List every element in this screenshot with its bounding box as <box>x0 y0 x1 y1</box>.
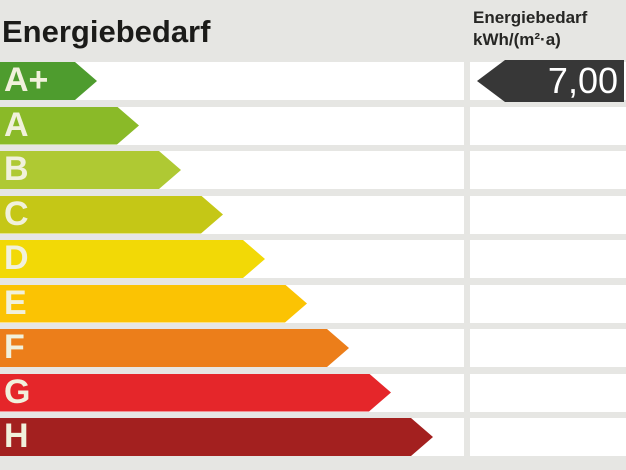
scale-row-c: C <box>0 196 626 234</box>
scale-letter-g: G <box>4 372 31 411</box>
scale-letter-e: E <box>4 283 27 322</box>
value-text: 7,00 <box>547 60 618 101</box>
scale-row-e: E <box>0 285 626 323</box>
scale-cell-h: H <box>0 418 464 456</box>
unit-header-line1: Energiebedarf <box>473 8 588 27</box>
unit-header-line2: kWh/(m²·a) <box>473 30 561 49</box>
scale-letter-c: C <box>4 194 29 233</box>
scale-arrow-a-plus: A+ <box>0 62 97 100</box>
scale-letter-h: H <box>4 417 29 455</box>
scale-arrow-c: C <box>0 196 223 234</box>
value-cell-c <box>470 195 626 234</box>
value-cell-e <box>470 284 626 323</box>
scale-letter-b: B <box>4 150 29 188</box>
value-cell-a-plus: 7,00 <box>470 60 626 102</box>
scale-row-a: A <box>0 107 626 145</box>
scale-letter-a-plus: A+ <box>4 61 49 99</box>
scale-row-b: B <box>0 151 626 189</box>
scale-arrow-d: D <box>0 240 265 278</box>
scale-cell-a: A <box>0 107 464 145</box>
scale-cell-b: B <box>0 151 464 189</box>
scale-row-h: H <box>0 418 626 456</box>
scale-cell-e: E <box>0 285 464 323</box>
value-cell-b <box>470 151 626 189</box>
unit-header: Energiebedarf kWh/(m²·a) <box>473 7 587 51</box>
scale-cell-g: G <box>0 374 464 412</box>
scale-letter-f: F <box>4 328 25 366</box>
value-cell-g <box>470 373 626 412</box>
value-cell-h <box>470 418 626 456</box>
scale-row-a-plus: A+ 7,00 <box>0 60 626 102</box>
scale-arrow-g: G <box>0 374 391 412</box>
value-cell-f <box>470 329 626 367</box>
scale-cell-f: F <box>0 329 464 367</box>
scale-cell-a-plus: A+ <box>0 62 464 100</box>
scale-arrow-f: F <box>0 329 349 367</box>
page-title: Energiebedarf <box>2 14 211 49</box>
scale-cell-d: D <box>0 240 464 278</box>
scale-cell-c: C <box>0 196 464 234</box>
value-cell-d <box>470 240 626 278</box>
scale-row-g: G <box>0 374 626 412</box>
scale-arrow-a: A <box>0 107 139 145</box>
value-cell-a <box>470 106 626 145</box>
scale-arrow-e: E <box>0 285 307 323</box>
scale-letter-a: A <box>4 105 29 144</box>
scale-row-f: F <box>0 329 626 367</box>
scale-arrow-b: B <box>0 151 181 189</box>
value-arrow: 7,00 <box>477 60 624 102</box>
scale-arrow-h: H <box>0 418 433 456</box>
scale-row-d: D <box>0 240 626 278</box>
scale-letter-d: D <box>4 239 29 277</box>
